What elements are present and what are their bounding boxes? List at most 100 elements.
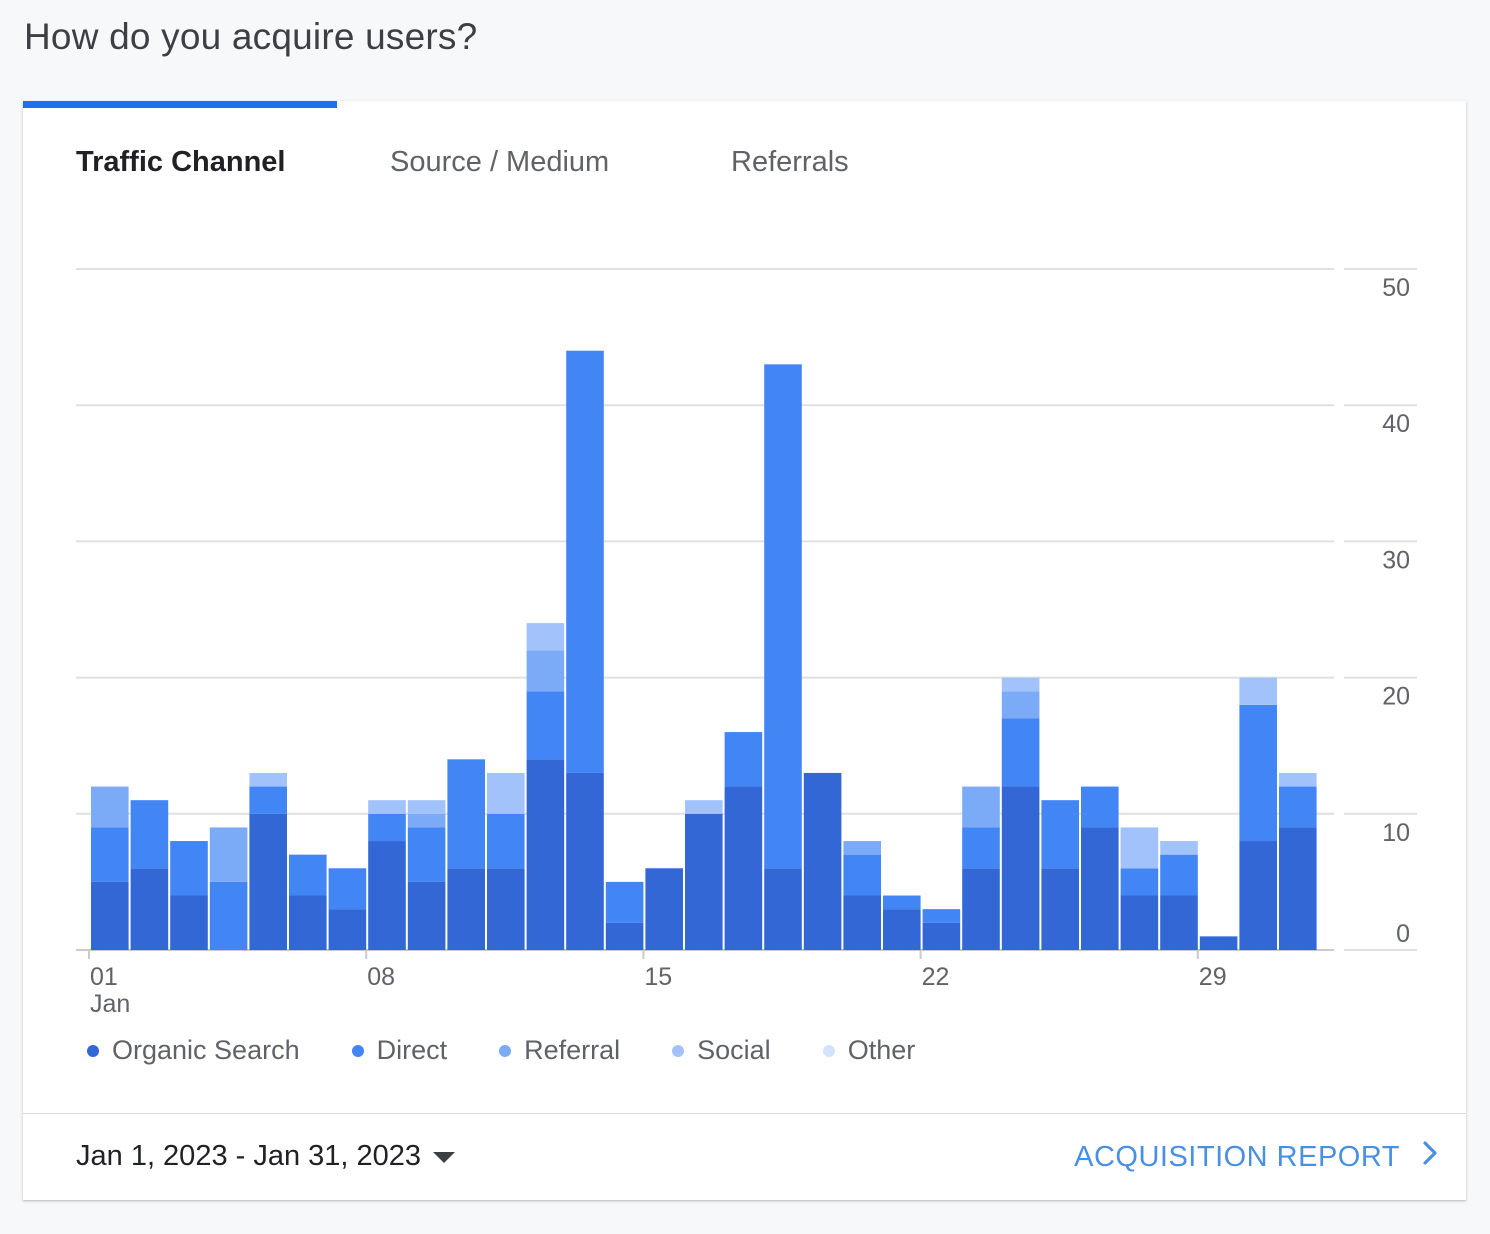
bar-segment — [368, 813, 406, 842]
bar-segment — [91, 881, 129, 950]
bar-segment — [1239, 841, 1277, 950]
bar-segment — [249, 786, 287, 814]
bar-segment — [1001, 691, 1040, 719]
legend-label: Organic Search — [112, 1035, 300, 1065]
bar-segment — [1120, 827, 1159, 869]
bar-segment — [1279, 772, 1317, 787]
bar-segment — [566, 772, 604, 950]
bar-segment — [1001, 786, 1040, 950]
bar-segment — [407, 827, 446, 882]
bar-segment — [764, 364, 802, 869]
bar-segment — [170, 841, 208, 896]
bar-segment — [645, 868, 683, 950]
legend-dot-icon — [87, 1044, 99, 1057]
tab-source-medium[interactable]: Source / Medium — [390, 146, 610, 178]
x-tick-sublabel: Jan — [90, 990, 130, 1018]
bar-segment — [447, 759, 485, 869]
legend-item[interactable]: Referral — [499, 1035, 620, 1066]
bar-segment — [407, 881, 446, 950]
bar-segment — [605, 922, 644, 950]
bar-segment — [685, 800, 723, 814]
bar-segment — [883, 909, 921, 950]
legend-item[interactable]: Organic Search — [87, 1035, 300, 1066]
x-tick-label: 29 — [1199, 963, 1227, 991]
bar-segment — [724, 732, 763, 787]
bar-segment — [1279, 827, 1317, 950]
bar-segment — [487, 868, 525, 950]
bar-segment — [368, 841, 406, 950]
bar-segment — [1279, 786, 1317, 828]
legend-item[interactable]: Other — [822, 1035, 915, 1066]
bar-segment — [962, 786, 1000, 828]
date-range-label: Jan 1, 2023 - Jan 31, 2023 — [76, 1140, 422, 1172]
bar-segment — [209, 827, 248, 882]
bar-segment — [883, 895, 921, 910]
bar-segment — [1081, 827, 1119, 950]
legend-label: Direct — [376, 1035, 448, 1065]
legend-label: Social — [697, 1035, 771, 1065]
bar-segment — [764, 868, 802, 950]
bar-segment — [1120, 895, 1159, 950]
tab-referrals[interactable]: Referrals — [731, 146, 849, 178]
bar-segment — [843, 854, 881, 896]
bar-segment — [407, 813, 446, 828]
bar-segment — [843, 895, 881, 950]
x-tick-label: 01 — [90, 963, 118, 991]
legend-item[interactable]: Direct — [351, 1035, 448, 1066]
acquisition-report-label: ACQUISITION REPORT — [1074, 1140, 1400, 1173]
bar-segment — [1239, 704, 1277, 842]
x-tick-label: 08 — [367, 963, 395, 991]
x-tick-label: 15 — [644, 963, 672, 991]
bar-segment — [1160, 841, 1198, 855]
bar-segment — [328, 868, 367, 910]
bar-segment — [1041, 800, 1079, 869]
legend-dot-icon — [672, 1044, 685, 1057]
date-range-selector[interactable]: Jan 1, 2023 - Jan 31, 2023 — [76, 1140, 456, 1173]
acquisition-card: Traffic Channel Source / Medium Referral… — [23, 101, 1466, 1200]
acquisition-report-link[interactable]: ACQUISITION REPORT — [1074, 1140, 1438, 1174]
bar-segment — [130, 868, 169, 950]
bar-segment — [526, 623, 565, 651]
legend-dot-icon — [499, 1044, 512, 1057]
bar-segment — [526, 759, 565, 950]
bar-segment — [289, 895, 327, 950]
bar-segment — [724, 786, 763, 950]
y-tick-label: 20 — [1382, 683, 1410, 711]
bar-segment — [170, 895, 208, 950]
bar-segment — [526, 691, 565, 760]
card-footer: Jan 1, 2023 - Jan 31, 2023 ACQUISITION R… — [23, 1113, 1466, 1201]
bar-segment — [922, 922, 961, 950]
bar-segment — [526, 650, 565, 692]
bar-segment — [843, 841, 881, 855]
tab-traffic-channel[interactable]: Traffic Channel — [76, 146, 286, 178]
bar-segment — [1081, 786, 1119, 828]
bar-segment — [130, 800, 169, 869]
legend-dot-icon — [822, 1044, 835, 1057]
bar-segment — [1041, 868, 1079, 950]
bar-segment — [487, 772, 525, 814]
y-tick-label: 30 — [1382, 546, 1410, 574]
bar-segment — [487, 813, 525, 869]
caret-down-icon — [433, 1152, 456, 1163]
bar-segment — [91, 786, 129, 828]
legend-item[interactable]: Social — [672, 1035, 771, 1066]
bar-segment — [1001, 677, 1040, 692]
y-tick-label: 10 — [1382, 819, 1410, 847]
bar-segment — [1160, 854, 1198, 896]
bar-segment — [566, 350, 604, 773]
bar-segment — [447, 868, 485, 950]
y-tick-label: 40 — [1382, 410, 1410, 438]
bar-segment — [1199, 936, 1238, 950]
bar-segment — [91, 827, 129, 882]
chevron-right-icon — [1422, 1140, 1438, 1174]
bar-segment — [209, 881, 248, 950]
active-tab-indicator — [23, 101, 337, 108]
bar-segment — [289, 854, 327, 896]
y-tick-label: 50 — [1382, 274, 1410, 302]
bar-segment — [685, 813, 723, 950]
bar-segment — [1120, 868, 1159, 896]
bar-segment — [605, 881, 644, 923]
x-tick-label: 22 — [922, 963, 950, 991]
bar-segment — [1160, 895, 1198, 950]
